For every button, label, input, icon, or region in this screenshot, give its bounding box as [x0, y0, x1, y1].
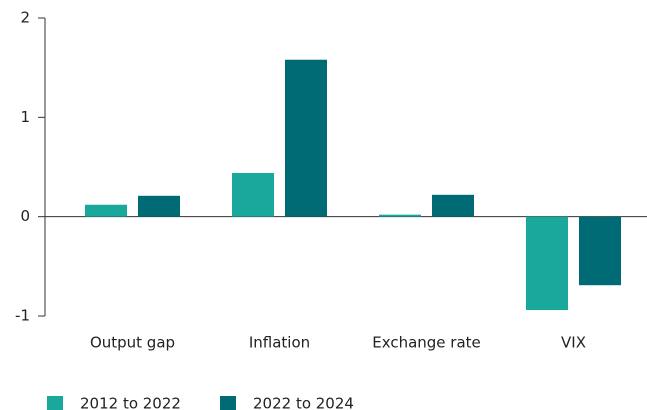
- x-tick-label: Output gap: [90, 334, 175, 352]
- bar: [379, 214, 421, 217]
- y-tick-label: 1: [20, 108, 30, 126]
- bar: [579, 216, 621, 286]
- bar: [432, 194, 474, 217]
- x-tick-label: Exchange rate: [372, 334, 481, 352]
- legend-label: 2022 to 2024: [253, 395, 354, 410]
- bar: [138, 195, 180, 217]
- y-tick-label: 2: [20, 9, 30, 27]
- y-tick-label: -1: [15, 307, 30, 325]
- legend-swatch: [47, 396, 63, 410]
- legend-swatch: [220, 396, 236, 410]
- legend-label: 2012 to 2022: [80, 395, 181, 410]
- bar: [85, 204, 127, 217]
- x-tick-label: Inflation: [249, 334, 310, 352]
- bar: [526, 216, 568, 311]
- x-tick-label: VIX: [561, 334, 586, 352]
- bar: [285, 59, 327, 217]
- y-tick-label: 0: [20, 207, 30, 225]
- bar: [232, 172, 274, 217]
